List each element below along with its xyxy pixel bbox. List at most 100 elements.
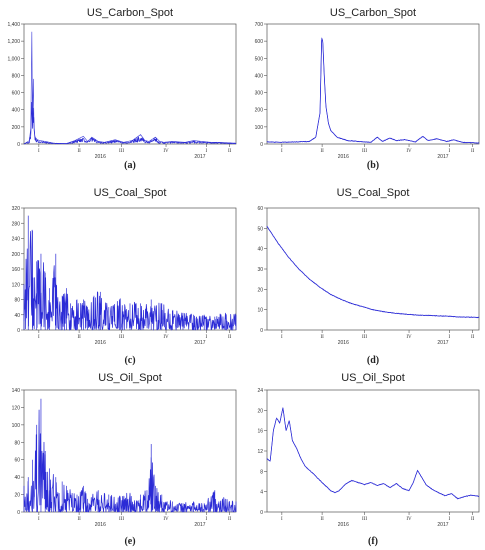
x-tick-label: I [281, 149, 283, 154]
y-tick-label: 0 [17, 328, 20, 334]
x-tick-label: III [119, 517, 124, 522]
y-tick-label: 300 [255, 91, 264, 97]
x-tick-label: II [77, 335, 81, 340]
x-tick-label: I [38, 149, 40, 154]
x-tick-label: I [205, 149, 207, 154]
x-tick-label: III [362, 335, 367, 340]
x-tick-label: I [38, 335, 40, 340]
y-tick-label: 100 [255, 125, 264, 131]
y-tick-label: 20 [257, 287, 263, 293]
x-year-label: 2016 [338, 154, 349, 160]
y-tick-label: 0 [17, 142, 20, 148]
x-tick-label: I [448, 335, 450, 340]
panel-label: (f) [368, 536, 378, 547]
y-tick-label: 100 [12, 423, 21, 429]
y-tick-label: 16 [257, 429, 263, 435]
y-tick-label: 600 [255, 39, 264, 45]
x-year-label: 2017 [437, 340, 448, 346]
series-line-anchor [266, 226, 480, 318]
x-year-label: 2017 [437, 522, 448, 528]
series-line-anchor [266, 37, 480, 144]
x-tick-label: III [119, 335, 124, 340]
y-tick-label: 200 [255, 108, 264, 114]
chart-title: US_Oil_Spot [98, 372, 162, 384]
y-tick-label: 60 [14, 458, 20, 464]
x-tick-label: I [205, 517, 207, 522]
chart-title: US_Oil_Spot [341, 372, 405, 384]
y-tick-label: 40 [14, 313, 20, 319]
y-tick-label: 12 [257, 449, 263, 455]
plot-frame [266, 23, 480, 145]
y-tick-label: 30 [257, 267, 263, 273]
y-tick-label: 0 [260, 328, 263, 334]
x-year-label: 2017 [437, 154, 448, 160]
x-tick-label: IV [163, 517, 169, 522]
y-tick-label: 80 [14, 298, 20, 304]
panel-label: (d) [367, 355, 379, 366]
chart-title: US_Carbon_Spot [330, 7, 416, 19]
x-tick-label: I [281, 517, 283, 522]
x-tick-label: I [448, 517, 450, 522]
y-tick-label: 8 [260, 469, 263, 475]
y-tick-label: 4 [260, 490, 263, 496]
panel-label: (c) [124, 355, 135, 366]
x-year-label: 2016 [338, 340, 349, 346]
y-tick-label: 50 [257, 226, 263, 232]
x-year-label: 2016 [95, 154, 106, 160]
x-tick-label: IV [163, 149, 169, 154]
x-tick-label: I [281, 335, 283, 340]
y-tick-label: 600 [12, 91, 21, 97]
y-tick-label: 0 [260, 510, 263, 516]
x-tick-label: II [228, 517, 232, 522]
y-tick-label: 140 [12, 388, 21, 394]
y-tick-label: 60 [257, 206, 263, 212]
y-tick-label: 10 [257, 308, 263, 314]
y-tick-label: 240 [12, 237, 21, 243]
x-tick-label: II [320, 517, 324, 522]
plot-frame [23, 23, 237, 145]
x-tick-label: II [228, 149, 232, 154]
x-year-label: 2017 [194, 522, 205, 528]
chart-title: US_Coal_Spot [337, 187, 410, 199]
y-tick-label: 1,400 [7, 22, 20, 28]
y-tick-label: 120 [12, 282, 21, 288]
x-year-label: 2016 [338, 522, 349, 528]
y-tick-label: 20 [14, 493, 20, 499]
x-tick-label: II [471, 517, 475, 522]
y-tick-label: 0 [17, 510, 20, 516]
panel-label: (e) [124, 536, 135, 547]
y-tick-label: 80 [14, 440, 20, 446]
chart-panel-a: US_Carbon_Spot 0 200 400 600 800 1,000 1,200 1,4… [7, 7, 237, 171]
y-tick-label: 400 [255, 73, 264, 79]
series-line [266, 225, 480, 319]
x-tick-label: IV [406, 517, 412, 522]
x-year-label: 2016 [95, 340, 106, 346]
x-year-label: 2017 [194, 340, 205, 346]
x-tick-label: II [471, 335, 475, 340]
x-tick-label: II [320, 149, 324, 154]
x-tick-label: II [228, 335, 232, 340]
y-tick-label: 40 [257, 247, 263, 253]
x-year-label: 2017 [194, 154, 205, 160]
y-tick-label: 400 [12, 108, 21, 114]
x-year-label: 2016 [95, 522, 106, 528]
series-line [23, 101, 237, 145]
x-tick-label: II [77, 517, 81, 522]
y-tick-label: 160 [12, 267, 21, 273]
x-tick-label: I [38, 517, 40, 522]
plot-frame [266, 389, 480, 513]
x-tick-label: II [320, 335, 324, 340]
y-tick-label: 24 [257, 388, 263, 394]
y-tick-label: 200 [12, 252, 21, 258]
y-tick-label: 1,200 [7, 39, 20, 45]
y-tick-label: 40 [14, 475, 20, 481]
y-tick-label: 120 [12, 405, 21, 411]
series-line-anchor [266, 407, 480, 500]
